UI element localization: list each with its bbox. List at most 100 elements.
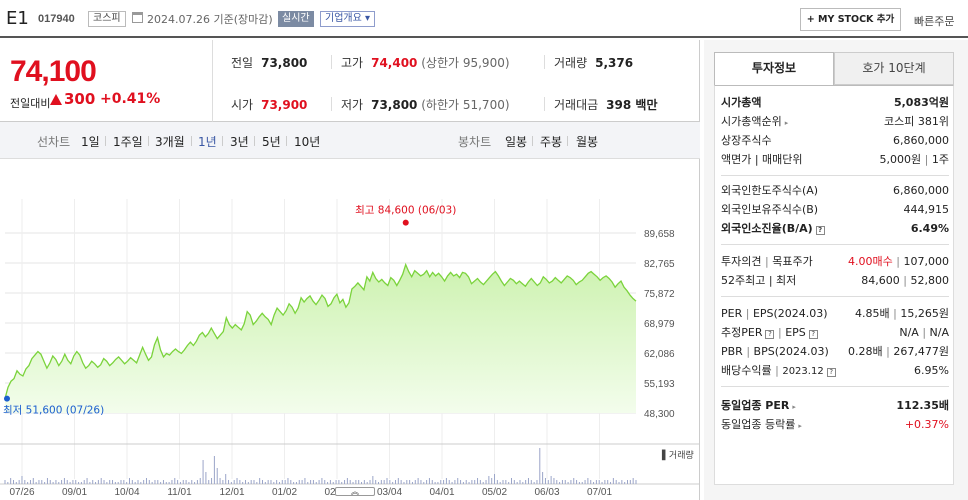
target-price: 107,000 bbox=[903, 255, 950, 268]
period-1w[interactable]: 1주일 bbox=[113, 135, 143, 149]
current-price: 74,100 bbox=[10, 55, 97, 88]
mcap-rank-value: 코스피 381위 bbox=[884, 115, 949, 128]
min-label: 최저 51,600 (07/26) bbox=[3, 405, 104, 417]
foreign-rate-value: 6.49% bbox=[910, 222, 949, 235]
w52-high: 84,600 bbox=[861, 274, 900, 287]
company-info-dropdown[interactable]: 기업개요 ▾ bbox=[320, 11, 375, 27]
change-label: 전일대비 bbox=[10, 97, 51, 110]
open-label: 시가 bbox=[231, 98, 254, 112]
tab-orderbook[interactable]: 호가 10단계 bbox=[834, 52, 954, 85]
y-tick-label: 55,193 bbox=[644, 379, 675, 390]
trade-amount: 거래대금 398 백만 bbox=[554, 96, 657, 113]
volume-value: 5,376 bbox=[595, 56, 634, 70]
foreign-limit-label: 외국인한도주식수(A) bbox=[721, 184, 819, 197]
max-marker bbox=[402, 219, 409, 226]
x-tick-label: 03/04 bbox=[377, 487, 402, 498]
x-tick-label: 04/01 bbox=[429, 487, 454, 498]
price-summary: 전일 73,800 고가 74,400 (상한가 95,900) 거래량 5,376 … bbox=[213, 40, 700, 122]
par-price: 5,000원 bbox=[879, 153, 922, 166]
stock-code: 017940 bbox=[38, 13, 75, 25]
period-3m[interactable]: 3개월 bbox=[155, 135, 185, 149]
div-label: 배당수익률 | 2023.12? bbox=[721, 362, 836, 381]
candle-monthly[interactable]: 월봉 bbox=[576, 135, 599, 149]
industry-per-label[interactable]: 동일업종 PER ▸ bbox=[721, 399, 796, 412]
bps: 267,477원 bbox=[893, 345, 949, 358]
high-label: 고가 bbox=[341, 56, 364, 70]
help-icon[interactable]: ? bbox=[815, 226, 825, 235]
high-value: 74,400 bbox=[371, 56, 418, 70]
x-tick-label: 05/02 bbox=[482, 487, 507, 498]
foreign-hold-label: 외국인보유주식수(B) bbox=[721, 203, 819, 216]
chart-period-bar: 선차트 1일 1주일 3개월 1년 3년 5년 10년 봉차트 일봉 주봉 월봉 bbox=[0, 122, 700, 159]
par-label: 액면가 | 매매단위 bbox=[721, 153, 803, 166]
y-tick-label: 75,872 bbox=[644, 289, 675, 300]
mcap-label: 시가총액 bbox=[721, 96, 762, 109]
price-change-value: 300 bbox=[64, 90, 96, 108]
industry-rate-value: +0.37% bbox=[904, 418, 949, 431]
stock-header: E1 017940 코스피 2024.07.26 기준(장마감) 실시간 기업개… bbox=[0, 0, 968, 38]
period-1y[interactable]: 1년 bbox=[198, 135, 217, 149]
per-label: PER | EPS(2024.03) bbox=[721, 307, 828, 320]
industry-per-value: 112.35배 bbox=[896, 399, 949, 412]
up-triangle-icon bbox=[50, 94, 62, 105]
price-change: 300 bbox=[50, 90, 95, 108]
pbr-label: PBR | BPS(2024.03) bbox=[721, 345, 829, 358]
per: 4.85배 bbox=[855, 307, 890, 320]
x-tick-label: 01/02 bbox=[272, 487, 297, 498]
open-value: 73,900 bbox=[261, 98, 308, 112]
amount-label: 거래대금 bbox=[554, 98, 599, 112]
pbr: 0.28배 bbox=[848, 345, 883, 358]
w52-value: 84,600 | 52,800 bbox=[861, 274, 950, 287]
price-box: 74,100 전일대비 300 +0.41% bbox=[0, 40, 213, 122]
add-my-stock-button[interactable]: + MY STOCK 추가 bbox=[800, 8, 901, 31]
y-tick-label: 82,765 bbox=[644, 259, 675, 270]
price-chart[interactable]: 89,658 82,765 75,872 68,979 62,086 55,193 48,3… bbox=[0, 159, 700, 500]
period-5y[interactable]: 5년 bbox=[262, 135, 281, 149]
volume-label: 거래량 bbox=[554, 56, 588, 70]
trade-unit: 1주 bbox=[931, 153, 949, 166]
period-3y[interactable]: 3년 bbox=[230, 135, 249, 149]
prev-close: 전일 73,800 bbox=[231, 54, 307, 71]
period-1d[interactable]: 1일 bbox=[81, 135, 100, 149]
prev-close-value: 73,800 bbox=[261, 56, 308, 70]
invest-info-table: 시가총액 5,083억원 시가총액순위 ▸ 코스피 381위 상장주식수 6,860,0… bbox=[714, 85, 954, 485]
opinion: 4.00매수 bbox=[848, 255, 893, 268]
est-per-label: 추정PER? | EPS? bbox=[721, 324, 818, 342]
low-label: 저가 bbox=[341, 98, 364, 112]
shares-label: 상장주식수 bbox=[721, 134, 772, 147]
x-tick-label: 06/03 bbox=[534, 487, 559, 498]
industry-rate-label[interactable]: 동일업종 등락률 ▸ bbox=[721, 418, 802, 431]
market-badge: 코스피 bbox=[88, 11, 126, 27]
w52-low: 52,800 bbox=[910, 274, 950, 287]
x-tick-label: 09/01 bbox=[62, 487, 87, 498]
tab-invest-info[interactable]: 투자정보 bbox=[714, 52, 834, 85]
shares-value: 6,860,000 bbox=[893, 134, 949, 147]
quick-order-link[interactable]: 빠른주문 bbox=[914, 15, 955, 28]
candle-weekly[interactable]: 주봉 bbox=[540, 135, 563, 149]
est-eps: N/A bbox=[929, 326, 949, 339]
x-tick-label: 10/04 bbox=[114, 487, 139, 498]
foreign-hold-value: 444,915 bbox=[903, 203, 950, 216]
chart-expand-button[interactable]: ︽ bbox=[335, 487, 375, 496]
low-value: 73,800 bbox=[371, 98, 418, 112]
y-tick-label: 62,086 bbox=[644, 349, 675, 360]
main-panel: 74,100 전일대비 300 +0.41% 전일 73,800 고가 74,400… bbox=[0, 40, 700, 500]
stock-name: E1 bbox=[6, 8, 29, 29]
min-marker bbox=[4, 395, 10, 402]
base-date: 2024.07.26 기준(장마감) bbox=[147, 13, 273, 26]
period-10y[interactable]: 10년 bbox=[294, 135, 321, 149]
volume: 거래량 5,376 bbox=[554, 54, 633, 71]
realtime-button[interactable]: 실시간 bbox=[278, 11, 314, 27]
open-price: 시가 73,900 bbox=[231, 96, 307, 113]
line-chart-label: 선차트 bbox=[37, 135, 71, 149]
x-tick-label: 07/01 bbox=[587, 487, 612, 498]
lower-limit: (하한가 51,700) bbox=[421, 98, 510, 112]
pbr-value: 0.28배 | 267,477원 bbox=[848, 345, 949, 358]
par-value: 5,000원 | 1주 bbox=[879, 153, 949, 166]
change-rate: +0.41% bbox=[100, 91, 161, 107]
mcap-rank-label[interactable]: 시가총액순위 ▸ bbox=[721, 115, 789, 128]
calendar-icon bbox=[132, 12, 143, 23]
y-tick-label: 48,300 bbox=[644, 409, 675, 420]
candle-daily[interactable]: 일봉 bbox=[505, 135, 528, 149]
div-value: 6.95% bbox=[914, 364, 949, 377]
